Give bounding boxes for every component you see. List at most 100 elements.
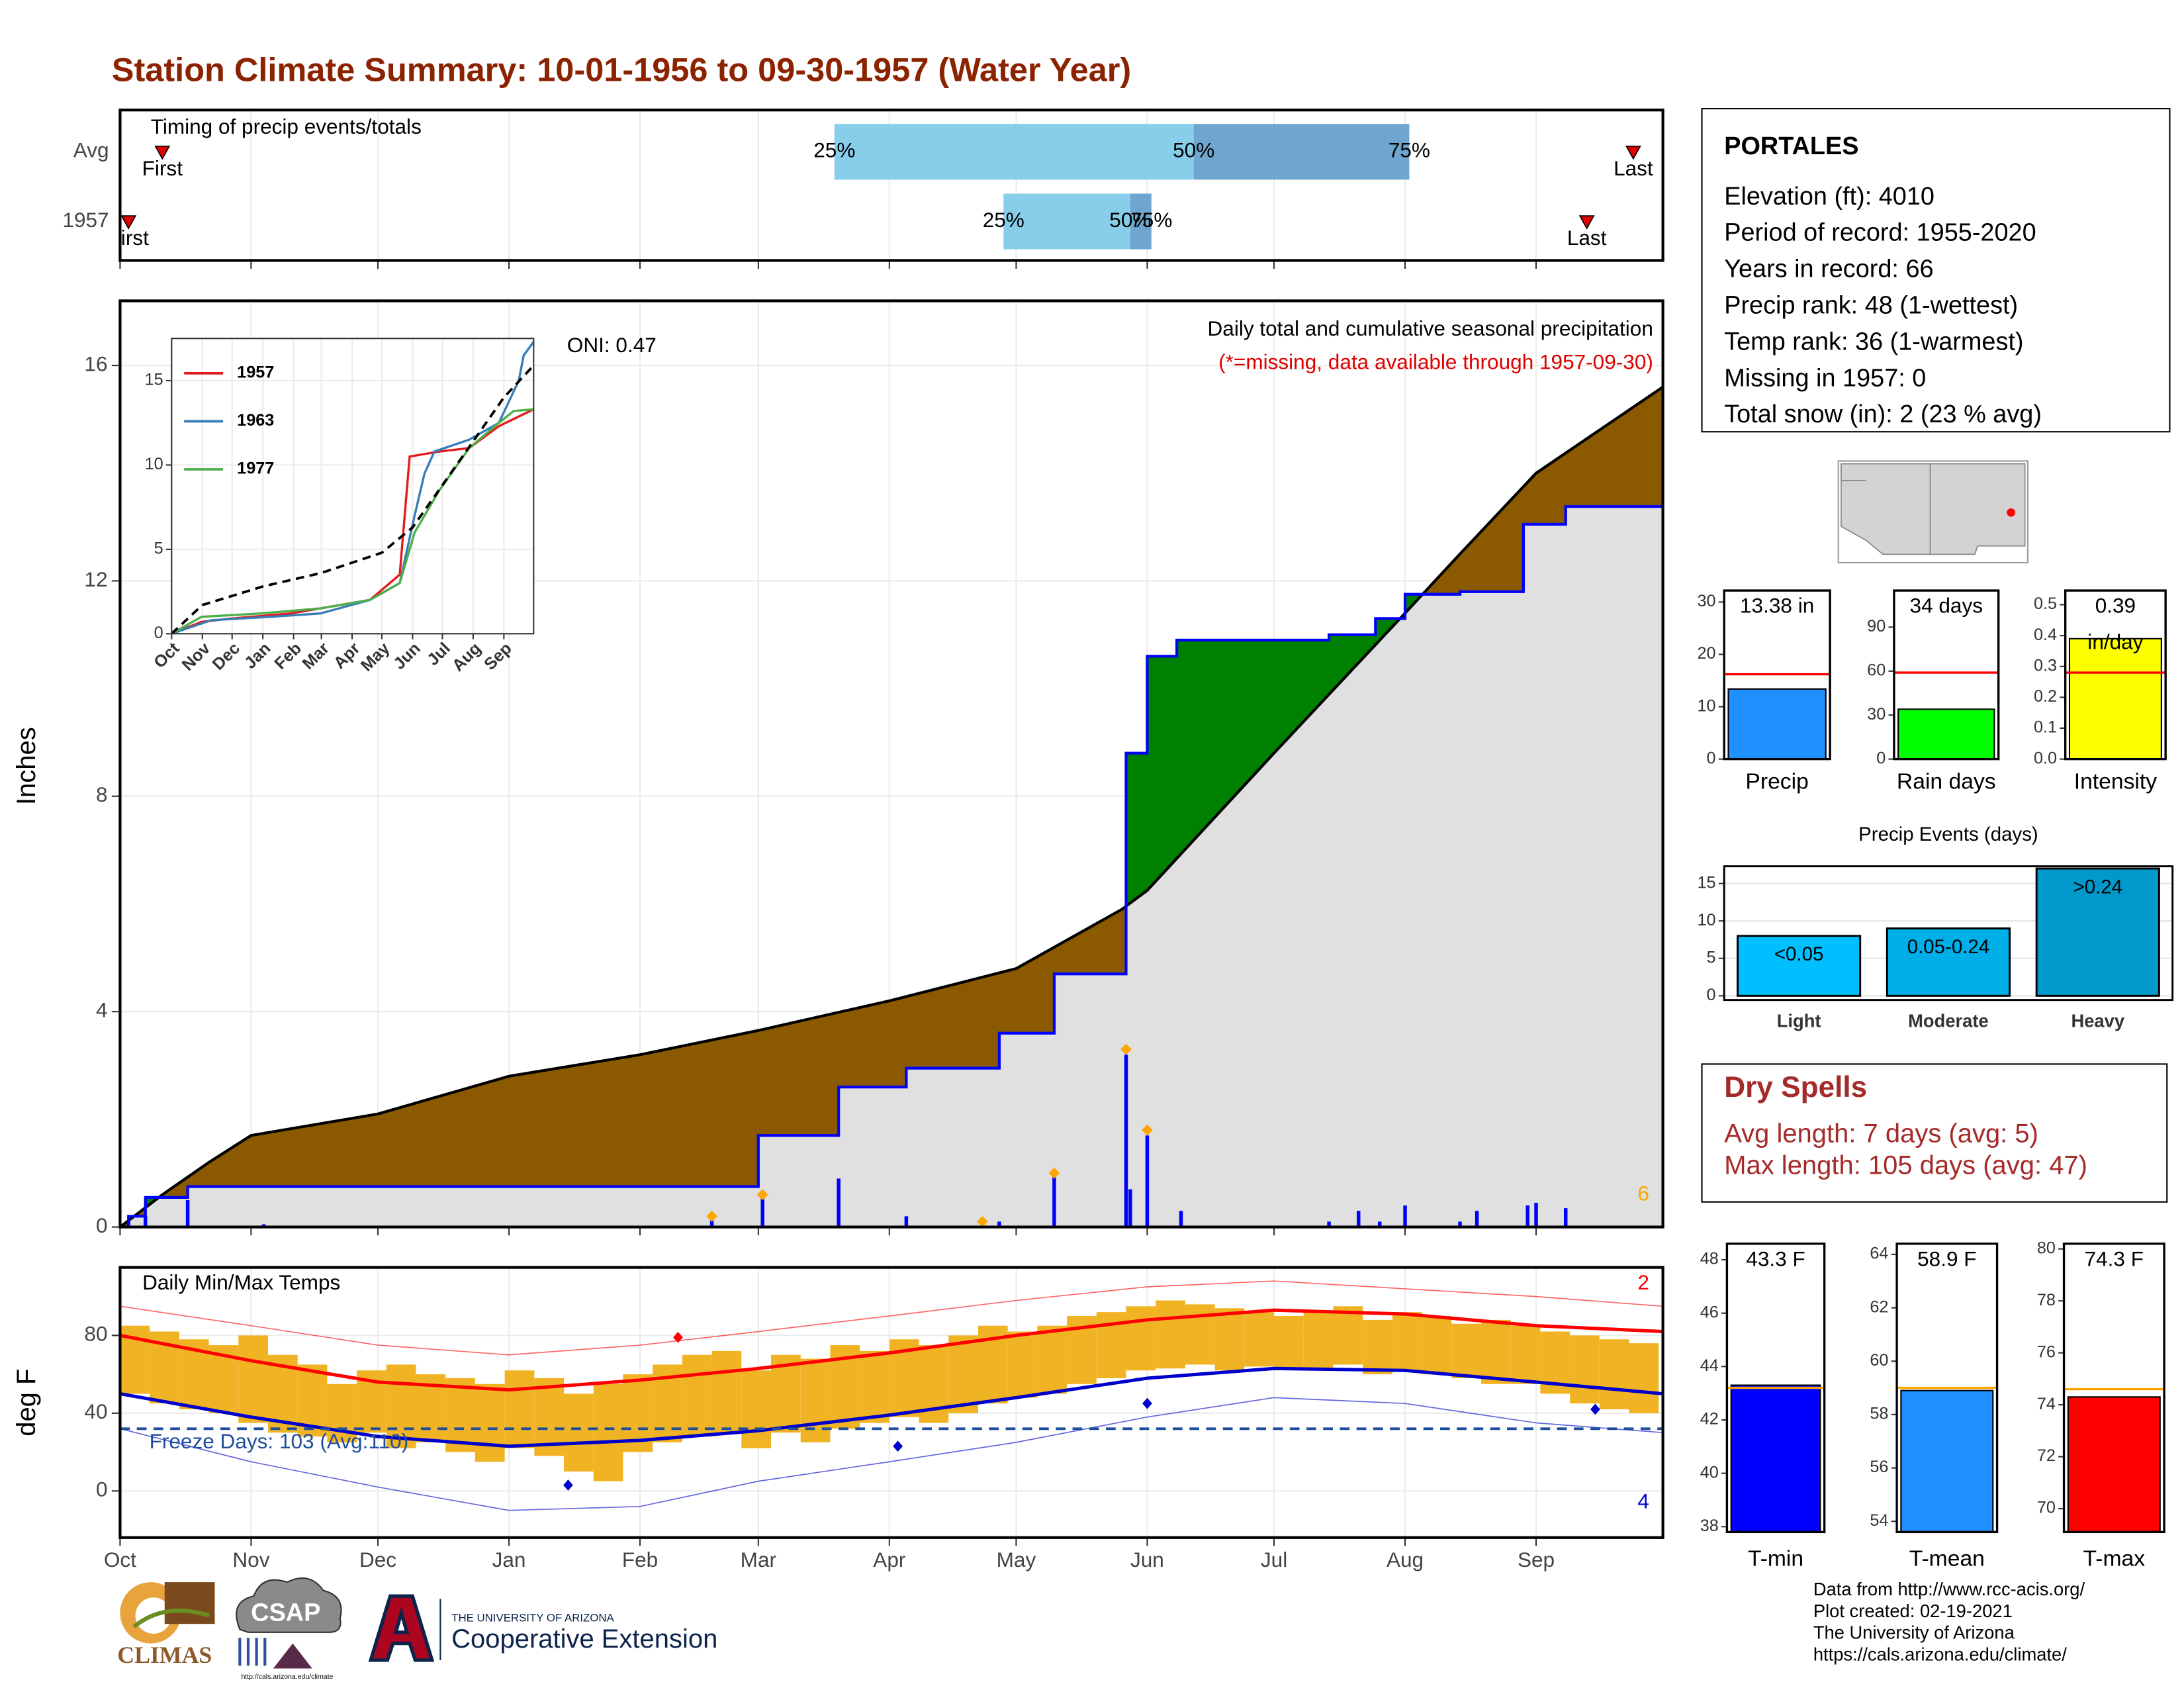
daily-precip-bar [1179,1211,1183,1227]
y-tick-label: 46 [1700,1303,1719,1321]
chart-subtitle: (*=missing, data available through 1957-… [1218,350,1653,373]
station-box [1701,108,2171,433]
event-label: First [142,156,183,180]
chart-title: Precip Events (days) [1858,823,2038,845]
panel-border [1723,865,2174,1002]
quantile-label: 50% [1109,208,1151,232]
daily-temp-bar [238,1335,268,1423]
daily-temp-bar [386,1364,416,1448]
logo-shape [164,1582,215,1624]
y-tick-label: 0 [96,1213,108,1237]
daily-temp-bar [711,1350,742,1433]
row-label: 1957 [62,208,109,232]
x-tick-label: Heavy [2071,1011,2124,1031]
x-tick-label: Jan [492,1548,526,1571]
y-tick-label: 42 [1700,1410,1719,1429]
daily-temp-bar [445,1378,475,1452]
credit-line: Data from http://www.rcc-acis.org/ [1813,1579,2085,1599]
x-tick-label: Dec [359,1548,396,1571]
y-tick-label: 0 [1707,986,1716,1004]
daily-temp-bar [1214,1308,1245,1371]
daily-precip-bar [904,1216,909,1227]
station-info: Years in record: 66 [1724,256,1933,283]
daily-precip-bar [997,1221,1001,1227]
csap-logo: CSAP http://cals.arizona.edu/climate [236,1577,342,1681]
bar-title: T-max [2083,1546,2146,1571]
bar [2035,867,2160,997]
event-marker [120,215,137,230]
quantile-label: 25% [983,208,1024,232]
bar [1897,708,1995,760]
y-tick-label: 10 [1697,911,1715,929]
corner-label: 6 [1637,1182,1649,1205]
credits: Data from http://www.rcc-acis.org/Plot c… [1813,1579,2085,1664]
panel-border [118,299,1664,1229]
y-tick-label: 0 [1876,749,1886,767]
record-high-count: 2 [1637,1270,1649,1294]
value-label: 13.38 in [1740,594,1814,618]
freeze-label: Freeze Days: 103 (Avg:110) [150,1429,409,1453]
daily-temp-bar [1037,1325,1068,1394]
y-tick-label: 5 [1707,948,1716,966]
y-tick-label: 15 [145,371,163,389]
daily-temp-bar [564,1393,594,1472]
station-info: Total snow (in): 2 (23 % avg) [1724,400,2042,428]
x-tick-label: Feb [622,1548,658,1571]
bar [2067,1396,2161,1533]
y-tick-label: 64 [1870,1244,1888,1263]
bar [1886,927,2011,997]
credit-line: https://cals.arizona.edu/climate/ [1813,1644,2067,1664]
record-max-line [120,1280,1663,1356]
y-tick-label: 60 [1867,661,1886,680]
y-tick-label: 62 [1870,1297,1888,1316]
extension-text: Cooperative Extension [451,1624,717,1654]
quantile-label: 75% [1130,208,1172,232]
y-tick-label: 40 [1700,1463,1719,1481]
legend-label: 1963 [237,411,274,430]
x-tick-label: Mar [741,1548,776,1571]
y-tick-label: 56 [1870,1458,1888,1476]
event-marker [1578,215,1595,230]
y-tick-label: 80 [84,1322,107,1346]
value-label: 0.39 [2095,594,2136,618]
y-tick-label: 38 [1700,1517,1719,1535]
x-tick-label: Jun [1130,1548,1164,1571]
logo-shape [238,1638,267,1666]
value-label: <0.05 [1774,943,1824,965]
daily-temp-bar [1244,1312,1275,1367]
y-tick-label: 74 [2037,1395,2056,1413]
row-label: Avg [73,138,109,162]
daily-temp-bar [1303,1312,1334,1371]
station-info: Elevation (ft): 4010 [1724,183,1934,211]
daily-temp-bar [1274,1316,1304,1369]
y-tick-label: 15 [1697,873,1715,892]
y-tick-label: 60 [1870,1351,1888,1370]
climas-logo: CLIMAS [117,1582,215,1668]
dry-spells-title: Dry Spells [1724,1071,1867,1103]
daily-temp-bar [1570,1335,1600,1404]
daily-temp-bar [593,1383,623,1481]
daily-precip-bar [1403,1205,1407,1227]
daily-precip-bar [1052,1176,1056,1227]
daily-temp-bar [1126,1306,1156,1371]
chart-title: Daily total and cumulative seasonal prec… [1208,316,1653,340]
analog-line [171,408,534,635]
event-label: Last [1614,156,1653,180]
daily-temp-bar [1629,1343,1659,1413]
x-tick-label: Sep [1518,1548,1555,1571]
avg-max-line [120,1308,1663,1392]
analog-line [171,341,535,635]
y-tick-label: 12 [84,567,107,591]
y-tick-label: 4 [96,998,108,1022]
observed-line [120,505,1663,1227]
y-tick-label: 0.0 [2034,749,2057,767]
logo-shape [273,1643,312,1669]
y-tick-label: 30 [1867,705,1886,724]
station-location [2007,508,2015,517]
daily-precip-bar [1534,1202,1538,1227]
avg-min-line [120,1366,1663,1448]
event-label: First [109,226,150,250]
y-tick-label: 10 [145,455,163,473]
logo-cloud [236,1577,342,1633]
bar-title: Precip [1745,769,1808,794]
